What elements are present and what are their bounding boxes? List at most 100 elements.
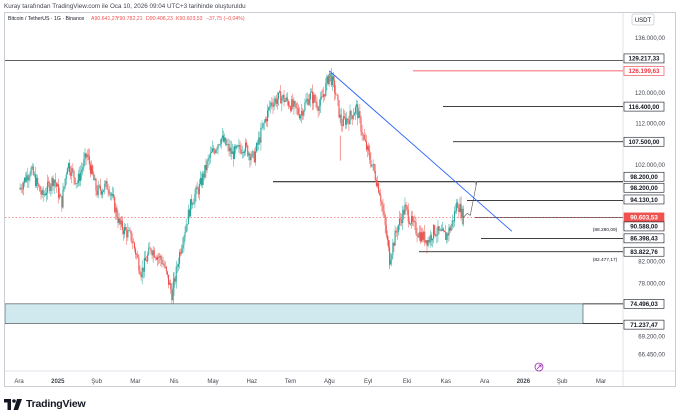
candle <box>286 92 288 106</box>
candle <box>153 247 155 259</box>
candle <box>264 116 266 124</box>
candle-body <box>309 92 311 100</box>
candle-body <box>462 208 464 225</box>
candle <box>292 93 294 109</box>
candle <box>137 250 139 259</box>
x-tick-label: Şub <box>557 379 568 385</box>
candle-body <box>252 151 254 153</box>
price-badge[interactable]: 71.237,47 <box>623 319 665 330</box>
candle-body <box>442 228 445 231</box>
candle-body <box>439 229 441 231</box>
price-badge[interactable]: 116.400,00 <box>623 101 665 112</box>
candle-body <box>336 94 338 96</box>
candle-body <box>114 197 116 213</box>
price-badge[interactable]: 90.603,53 <box>623 212 665 223</box>
candle-body <box>119 218 121 225</box>
price-badge[interactable]: 94.130,10 <box>623 194 665 205</box>
candle <box>287 99 289 110</box>
candle-body <box>84 153 86 160</box>
candle <box>384 213 386 233</box>
candle <box>117 210 119 228</box>
x-tick-label: Kas <box>441 379 451 385</box>
candle <box>368 142 370 156</box>
candle <box>301 103 303 124</box>
candle-body <box>60 194 62 197</box>
candle <box>236 144 238 150</box>
candle-body <box>210 151 212 153</box>
candle-body <box>168 274 170 285</box>
candle-body <box>184 232 186 237</box>
candle <box>85 152 87 166</box>
price-badge[interactable]: 86.398,43 <box>623 233 665 244</box>
candle-body <box>50 186 52 191</box>
candle <box>414 215 416 231</box>
price-annotation: (82.477,17) <box>593 257 618 263</box>
price-badge-box <box>623 299 665 309</box>
candle <box>70 166 72 180</box>
candle-body <box>125 227 127 230</box>
candle <box>32 163 34 176</box>
candle <box>111 186 114 199</box>
symbol-title: Bitcoin / TetherUS · 1G · Binance <box>8 16 84 22</box>
candle <box>438 225 440 235</box>
chart-panel[interactable]: Bitcoin / TetherUS · 1G · Binance A90.64… <box>4 12 676 387</box>
price-badge[interactable]: 83.822,76 <box>623 246 665 257</box>
candle-body <box>436 234 438 236</box>
candle <box>285 93 287 103</box>
candle-body <box>150 248 152 252</box>
candle <box>71 165 73 184</box>
candle <box>248 151 250 161</box>
candle-body <box>298 113 300 119</box>
candle-body <box>349 110 351 125</box>
arrow-head <box>473 181 478 185</box>
candle <box>259 131 261 145</box>
price-badge-label: 94.130,10 <box>630 197 658 204</box>
candle-body <box>460 203 462 218</box>
candle <box>263 119 265 131</box>
candle <box>77 169 79 187</box>
candle-body <box>427 239 429 246</box>
x-tick-label: Nis <box>170 379 179 385</box>
price-badge[interactable]: 126.199,63 <box>623 66 665 76</box>
candle-body <box>384 215 386 225</box>
candle-body <box>80 172 82 181</box>
candle <box>252 150 254 159</box>
candle-body <box>180 252 182 254</box>
price-chart[interactable]: Bitcoin / TetherUS · 1G · Binance A90.64… <box>5 13 675 386</box>
candle <box>251 149 253 159</box>
ohlc-legend: Bitcoin / TetherUS · 1G · Binance A90.64… <box>8 16 245 22</box>
tradingview-logo-icon <box>4 398 22 410</box>
candle <box>64 178 66 190</box>
candle-body <box>365 141 368 150</box>
candle-body <box>53 179 55 187</box>
price-badge-box <box>623 66 665 76</box>
price-badge[interactable]: 90.588,00 <box>623 221 665 232</box>
currency-button[interactable] <box>631 13 655 26</box>
candle-body <box>446 233 448 240</box>
candle-body <box>225 137 227 145</box>
candle-body <box>240 149 242 154</box>
candle <box>447 231 449 243</box>
price-badge[interactable]: 98.200,00 <box>623 171 665 182</box>
price-badge[interactable]: 98.200,00 <box>623 182 665 193</box>
candle <box>448 223 450 242</box>
price-badge[interactable]: 129.217,33 <box>623 53 665 64</box>
candle-body <box>228 144 230 152</box>
candle-body <box>347 118 349 121</box>
candle-body <box>113 194 115 198</box>
candle-body <box>331 76 333 86</box>
price-badge[interactable]: 74.496,03 <box>623 299 665 309</box>
candle <box>364 133 366 143</box>
target-icon[interactable] <box>534 362 544 372</box>
candle-body <box>33 174 35 175</box>
x-tick-label: Haz <box>246 379 257 385</box>
price-badge[interactable]: 107.500,00 <box>623 136 665 147</box>
candle-body <box>369 151 371 160</box>
candle <box>284 98 286 103</box>
candle-body <box>31 166 33 169</box>
candle-body <box>61 196 63 208</box>
candle <box>386 230 388 246</box>
candle-body <box>434 225 436 235</box>
candle <box>215 148 217 155</box>
candle-body <box>459 203 461 212</box>
